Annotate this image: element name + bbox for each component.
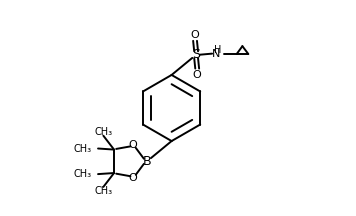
Text: CH₃: CH₃ (74, 143, 92, 154)
Text: CH₃: CH₃ (94, 127, 112, 137)
Text: N: N (212, 49, 221, 59)
Text: S: S (192, 48, 200, 61)
Text: O: O (193, 70, 201, 79)
Text: CH₃: CH₃ (74, 169, 92, 179)
Text: O: O (129, 140, 138, 150)
Text: O: O (129, 173, 138, 183)
Text: H: H (214, 45, 221, 55)
Text: B: B (143, 155, 151, 168)
Text: O: O (191, 30, 199, 40)
Text: CH₃: CH₃ (94, 186, 112, 196)
